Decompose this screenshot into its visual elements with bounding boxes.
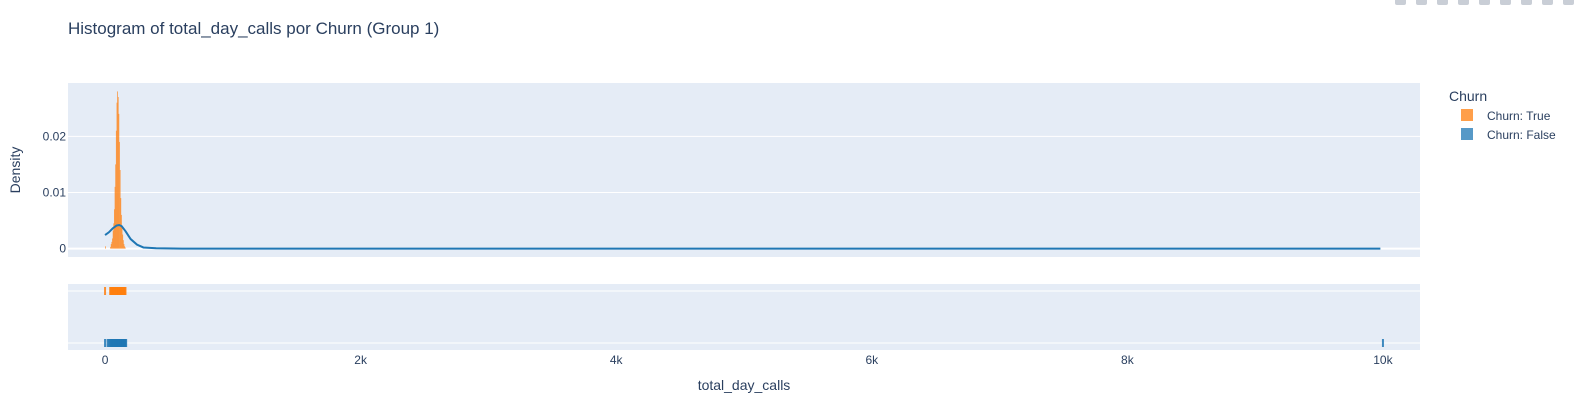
legend-item-churn-false[interactable]: Churn: False [1461, 128, 1556, 142]
histogram-bar [110, 244, 112, 249]
chart-title: Histogram of total_day_calls por Churn (… [68, 19, 439, 38]
histogram-bar [112, 238, 113, 249]
legend-swatch-churn-false [1461, 128, 1473, 140]
y-tick-label: 0.01 [43, 185, 67, 199]
x-tick-label: 8k [1121, 353, 1135, 367]
reset-axes-icon[interactable] [1563, 0, 1574, 5]
rug-layer [104, 287, 1384, 347]
histogram-bar [124, 247, 126, 249]
zoom-out-icon[interactable] [1521, 0, 1532, 5]
y-tick-label: 0 [59, 242, 66, 256]
histogram-churn-true [105, 91, 126, 249]
histogram-bar [123, 244, 125, 249]
legend-swatch-churn-true [1461, 109, 1473, 121]
lasso-icon[interactable] [1479, 0, 1490, 5]
histogram-bar [115, 130, 117, 249]
x-tick-label: 4k [610, 353, 624, 367]
x-axis-label: total_day_calls [698, 377, 791, 393]
histogram-bar [115, 164, 117, 249]
rug-plot-area [68, 284, 1420, 350]
x-ticks: 0 2k 4k 6k 8k 10k [102, 353, 1394, 367]
density-churn-false [104, 223, 1381, 250]
legend-label-churn-true: Churn: True [1487, 109, 1551, 123]
histogram-bar [114, 186, 116, 249]
histogram-bar [114, 209, 115, 249]
histogram-bar [119, 141, 120, 249]
y-tick-label: 0.02 [43, 129, 67, 143]
histogram-bar [117, 97, 119, 249]
legend-item-churn-true[interactable]: Churn: True [1461, 109, 1551, 123]
histogram-bar [121, 226, 123, 249]
histogram-bar [105, 246, 106, 249]
autoscale-icon[interactable] [1542, 0, 1553, 5]
y-axis-label: Density [7, 147, 23, 194]
histogram-bar [112, 230, 114, 249]
histogram-bar [118, 113, 120, 249]
zoom-icon[interactable] [1416, 0, 1427, 5]
x-tick-label: 6k [865, 353, 879, 367]
histogram-bar [117, 91, 118, 249]
legend-label-churn-false: Churn: False [1487, 128, 1556, 142]
modebar[interactable] [1395, 0, 1574, 6]
legend: Churn Churn: True Churn: False [1449, 88, 1556, 142]
histogram-bar [113, 223, 115, 249]
x-tick-label: 0 [102, 353, 109, 367]
histogram-bar [120, 198, 122, 249]
box-select-icon[interactable] [1458, 0, 1469, 5]
histogram-bar [122, 234, 124, 249]
histogram-bar [110, 246, 111, 249]
zoom-in-icon[interactable] [1500, 0, 1511, 5]
x-tick-label: 10k [1373, 353, 1393, 367]
x-tick-label: 2k [354, 353, 368, 367]
histogram-bar [124, 246, 126, 249]
pan-icon[interactable] [1437, 0, 1448, 5]
histogram-bar [122, 240, 124, 249]
histogram-bar [111, 241, 113, 249]
main-plot-area [68, 83, 1420, 257]
camera-icon[interactable] [1395, 0, 1406, 5]
density-line [104, 223, 1381, 250]
histogram-bar [116, 102, 118, 249]
histogram-bar [119, 170, 121, 249]
histogram-bar [121, 214, 122, 249]
legend-title: Churn [1449, 88, 1487, 104]
y-ticks: 0 0.01 0.02 [43, 129, 67, 255]
